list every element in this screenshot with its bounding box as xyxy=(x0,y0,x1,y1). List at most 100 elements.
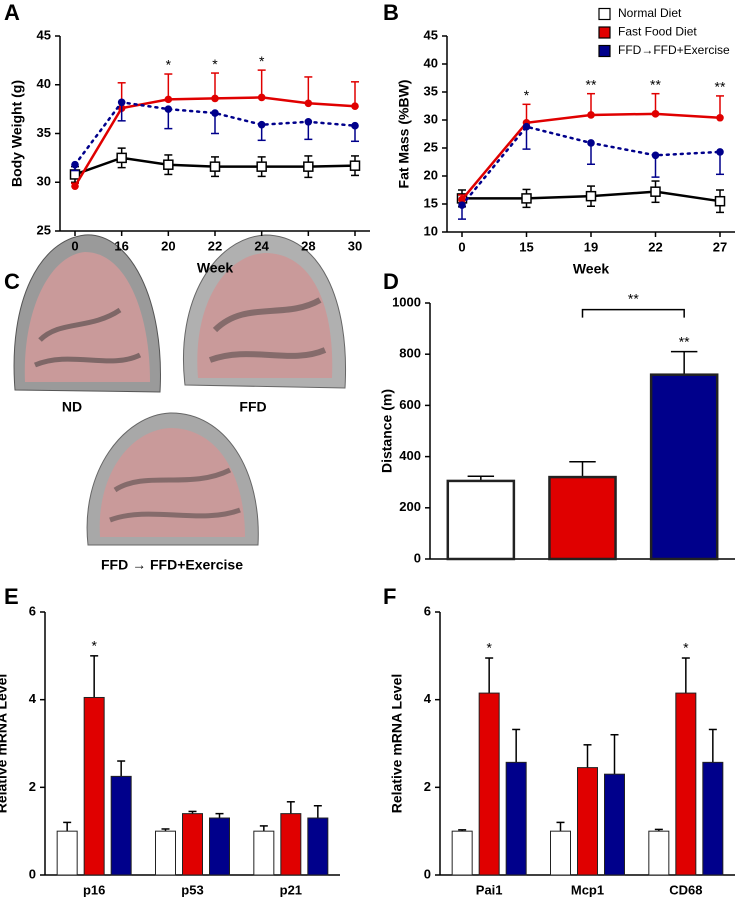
y-axis-title: Distance (m) xyxy=(379,389,395,473)
y-tick-label: 4 xyxy=(424,691,432,706)
y-axis-title: Relative mRNA Level xyxy=(0,674,10,814)
x-tick-label: CD68 xyxy=(669,882,702,897)
y-tick-label: 20 xyxy=(424,167,438,182)
bar xyxy=(182,813,203,876)
marker xyxy=(304,118,313,126)
bar xyxy=(577,767,598,876)
legend-swatch xyxy=(598,26,611,39)
bar xyxy=(675,692,697,876)
y-tick-label: 30 xyxy=(37,174,51,189)
bar xyxy=(307,817,329,876)
marker xyxy=(587,111,595,119)
bracket xyxy=(581,308,685,318)
bar xyxy=(209,817,230,876)
x-tick-label: p21 xyxy=(280,882,302,897)
significance: * xyxy=(212,56,218,72)
y-tick-label: 25 xyxy=(424,139,438,154)
marker xyxy=(521,193,532,204)
legend-label: FFD→FFD+Exercise xyxy=(618,43,730,57)
bar xyxy=(155,830,176,876)
y-tick-label: 600 xyxy=(399,397,421,412)
render-label: ND xyxy=(62,399,82,415)
legend-swatch xyxy=(598,44,611,58)
significance: * xyxy=(486,640,492,656)
panel-letter: E xyxy=(4,584,19,609)
bar xyxy=(253,830,275,876)
legend-label: Normal Diet xyxy=(618,6,682,20)
significance: * xyxy=(91,638,97,654)
x-tick-label: 22 xyxy=(208,238,222,253)
render-exercise xyxy=(86,412,259,546)
bar xyxy=(110,775,132,876)
bar xyxy=(648,830,670,876)
panel-letter: F xyxy=(383,584,396,609)
render-nd xyxy=(13,234,161,393)
y-tick-label: 0 xyxy=(424,866,431,881)
bar xyxy=(604,773,625,876)
x-axis-title: Week xyxy=(197,260,234,276)
y-axis-title: Relative mRNA Level xyxy=(389,674,405,814)
panel-letter: B xyxy=(383,0,399,25)
marker xyxy=(209,161,221,172)
x-tick-label: 16 xyxy=(114,238,128,253)
y-axis-title: Fat Mass (%BW) xyxy=(396,80,412,189)
marker xyxy=(163,159,174,170)
y-tick-label: 200 xyxy=(399,499,421,514)
significance: * xyxy=(683,640,689,656)
bar xyxy=(550,830,571,876)
x-tick-label: 24 xyxy=(254,238,269,253)
bar xyxy=(702,761,724,876)
significance: ** xyxy=(715,79,726,95)
marker xyxy=(351,102,359,110)
y-tick-label: 35 xyxy=(37,125,51,140)
marker xyxy=(716,113,724,122)
marker xyxy=(164,95,173,104)
x-tick-label: 19 xyxy=(584,239,598,254)
bar xyxy=(478,692,500,876)
x-tick-label: 0 xyxy=(71,238,78,253)
marker xyxy=(211,94,219,103)
marker xyxy=(116,152,127,164)
y-axis-title: Body Weight (g) xyxy=(9,80,25,187)
significance: ** xyxy=(586,76,597,92)
significance: * xyxy=(524,87,530,103)
render-label: FFD xyxy=(239,399,266,415)
bar xyxy=(56,830,78,876)
y-tick-label: 0 xyxy=(29,866,36,881)
y-tick-label: 6 xyxy=(29,603,36,618)
y-tick-label: 25 xyxy=(37,222,51,237)
x-tick-label: Mcp1 xyxy=(571,882,604,897)
bar xyxy=(446,479,516,561)
bracket-label: ** xyxy=(628,290,639,306)
marker xyxy=(458,201,466,209)
marker xyxy=(304,99,313,108)
y-tick-label: 45 xyxy=(37,27,51,42)
significance: ** xyxy=(650,76,661,92)
x-tick-label: 0 xyxy=(458,239,465,254)
y-tick-label: 40 xyxy=(37,76,51,91)
y-tick-label: 2 xyxy=(424,779,431,794)
bar xyxy=(649,373,719,561)
marker xyxy=(349,160,361,171)
render-ffd xyxy=(183,234,347,389)
marker xyxy=(587,139,595,147)
bar xyxy=(451,830,473,876)
marker xyxy=(71,160,79,169)
marker xyxy=(650,186,661,197)
marker xyxy=(164,105,173,113)
marker xyxy=(585,190,597,202)
x-tick-label: 20 xyxy=(161,238,175,253)
marker xyxy=(257,93,266,102)
significance: ** xyxy=(679,333,690,349)
x-tick-label: 28 xyxy=(301,238,315,253)
marker xyxy=(303,161,314,172)
x-tick-label: 30 xyxy=(348,238,362,253)
marker xyxy=(257,120,266,129)
marker xyxy=(522,122,531,131)
render-label: FFD → FFD+Exercise xyxy=(101,557,243,573)
marker xyxy=(117,98,126,107)
marker xyxy=(714,195,726,207)
y-tick-label: 40 xyxy=(424,55,438,70)
panel-letter: D xyxy=(383,269,399,294)
